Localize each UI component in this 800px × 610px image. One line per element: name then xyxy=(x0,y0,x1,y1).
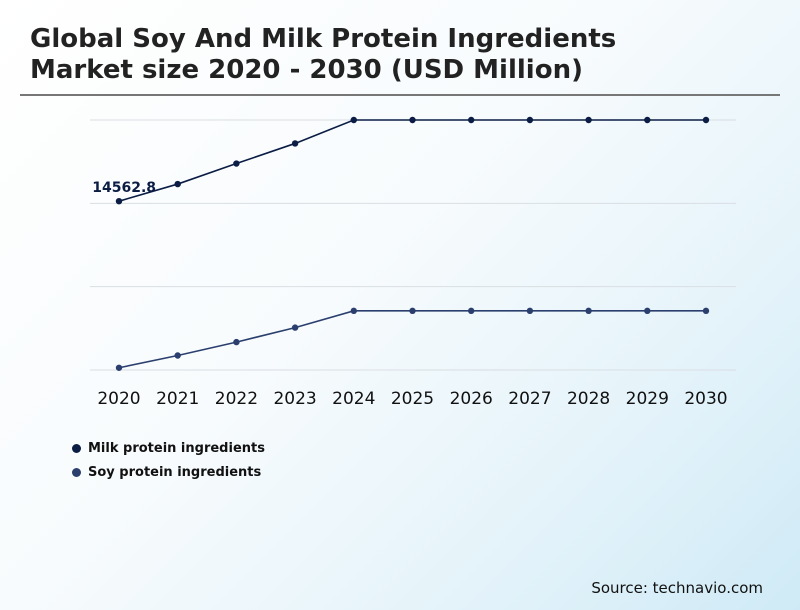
x-tick-label: 2020 xyxy=(97,389,140,409)
x-tick-label: 2026 xyxy=(450,389,493,409)
legend-item-soy: Soy protein ingredients xyxy=(72,460,265,484)
title-divider xyxy=(20,94,780,96)
data-point-0-2 xyxy=(233,160,240,167)
x-tick-label: 2024 xyxy=(332,389,375,409)
data-point-1-0 xyxy=(115,364,123,371)
source-credit: Source: technavio.com xyxy=(591,579,763,597)
data-point-1-10 xyxy=(702,307,710,315)
x-tick-label: 2021 xyxy=(156,389,199,409)
x-tick-label: 2027 xyxy=(508,389,551,409)
legend-marker-soy xyxy=(72,467,81,477)
data-point-1-5 xyxy=(409,307,416,315)
series-line-0 xyxy=(118,119,706,202)
data-point-1-6 xyxy=(468,307,475,315)
data-point-0-3 xyxy=(291,140,299,147)
x-tick-label: 2030 xyxy=(684,389,727,409)
chart-legend: Milk protein ingredients Soy protein ing… xyxy=(72,436,265,484)
data-point-0-10 xyxy=(702,116,710,124)
data-point-0-1 xyxy=(174,180,181,188)
x-tick-label: 2022 xyxy=(215,389,258,409)
data-point-1-9 xyxy=(644,307,651,315)
legend-label-soy: Soy protein ingredients xyxy=(88,464,262,480)
legend-label-milk: Milk protein ingredients xyxy=(88,440,265,456)
chart-title-line-2: Market size 2020 - 2030 (USD Million) xyxy=(30,55,583,85)
data-label: 14562.8 xyxy=(92,180,156,196)
data-point-1-4 xyxy=(350,307,357,315)
data-point-0-8 xyxy=(585,116,592,124)
data-point-0-5 xyxy=(409,116,416,124)
chart-title: Global Soy And Milk Protein Ingredients … xyxy=(30,24,770,86)
data-point-1-3 xyxy=(291,324,299,331)
data-point-0-6 xyxy=(468,116,475,124)
data-point-0-0 xyxy=(115,197,123,205)
data-point-1-7 xyxy=(526,307,534,315)
data-point-1-1 xyxy=(174,352,181,359)
x-tick-label: 2029 xyxy=(626,389,669,409)
x-tick-label: 2025 xyxy=(391,389,434,409)
series-line-1 xyxy=(118,310,706,369)
data-point-1-2 xyxy=(233,338,240,346)
chart-title-line-1: Global Soy And Milk Protein Ingredients xyxy=(30,24,617,54)
legend-marker-milk xyxy=(72,443,81,453)
data-point-0-7 xyxy=(526,116,534,124)
x-tick-label: 2023 xyxy=(273,389,316,409)
data-point-0-4 xyxy=(350,116,357,124)
data-point-0-9 xyxy=(644,116,651,124)
line-chart: 14562.8 2020 2021 2022 2023 2024 2025 2026 2027 2… xyxy=(90,116,736,409)
data-point-1-8 xyxy=(585,307,592,315)
x-tick-label: 2028 xyxy=(567,389,610,409)
legend-item-milk: Milk protein ingredients xyxy=(72,436,265,460)
